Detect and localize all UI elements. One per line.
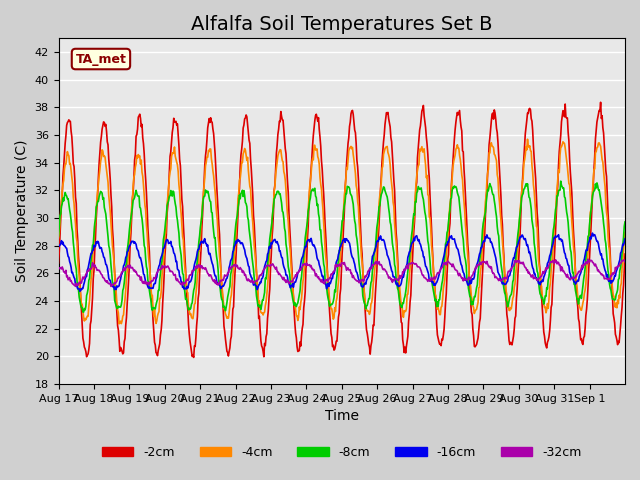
-4cm (621, 229, 629, 235)
-4cm (115, 321, 123, 327)
-2cm (433, 321, 440, 327)
-16cm (122, 254, 129, 260)
-16cm (275, 248, 283, 254)
-8cm (80, 309, 88, 315)
-4cm (226, 302, 234, 308)
Y-axis label: Soil Temperature (C): Soil Temperature (C) (15, 140, 29, 282)
-16cm (54, 244, 62, 250)
-32cm (107, 284, 115, 289)
-16cm (76, 288, 84, 294)
-2cm (596, 99, 604, 105)
-4cm (275, 148, 283, 154)
-4cm (122, 287, 129, 293)
-32cm (584, 256, 592, 262)
-8cm (557, 178, 564, 184)
-2cm (121, 336, 129, 341)
-8cm (433, 304, 440, 310)
-32cm (254, 276, 262, 282)
-16cm (401, 267, 409, 273)
Line: -8cm: -8cm (58, 181, 625, 312)
-2cm (190, 355, 198, 360)
-16cm (433, 279, 440, 285)
-8cm (621, 219, 629, 225)
-32cm (54, 266, 62, 272)
-16cm (226, 262, 234, 268)
-2cm (254, 295, 262, 300)
-16cm (621, 236, 629, 241)
-2cm (275, 119, 283, 124)
Text: TA_met: TA_met (76, 52, 126, 66)
-4cm (524, 136, 531, 142)
-8cm (226, 284, 234, 289)
-4cm (254, 288, 262, 294)
-2cm (226, 345, 234, 351)
-2cm (621, 251, 629, 257)
-32cm (621, 259, 629, 265)
-32cm (226, 265, 234, 271)
-4cm (433, 300, 440, 306)
-8cm (401, 294, 409, 300)
-8cm (54, 233, 62, 239)
-2cm (401, 344, 409, 350)
X-axis label: Time: Time (324, 409, 359, 423)
-4cm (401, 309, 409, 314)
Line: -16cm: -16cm (58, 233, 625, 291)
-32cm (122, 264, 129, 270)
-16cm (589, 230, 596, 236)
Line: -2cm: -2cm (58, 102, 625, 358)
Title: Alfalfa Soil Temperatures Set B: Alfalfa Soil Temperatures Set B (191, 15, 493, 34)
-8cm (275, 192, 283, 197)
-32cm (433, 272, 440, 278)
-8cm (122, 264, 129, 269)
-32cm (275, 270, 283, 276)
Legend: -2cm, -4cm, -8cm, -16cm, -32cm: -2cm, -4cm, -8cm, -16cm, -32cm (97, 441, 587, 464)
-8cm (254, 303, 262, 309)
Line: -32cm: -32cm (58, 259, 625, 287)
-4cm (54, 235, 62, 241)
-32cm (401, 267, 409, 273)
-2cm (54, 260, 62, 266)
-16cm (254, 285, 262, 291)
Line: -4cm: -4cm (58, 139, 625, 324)
